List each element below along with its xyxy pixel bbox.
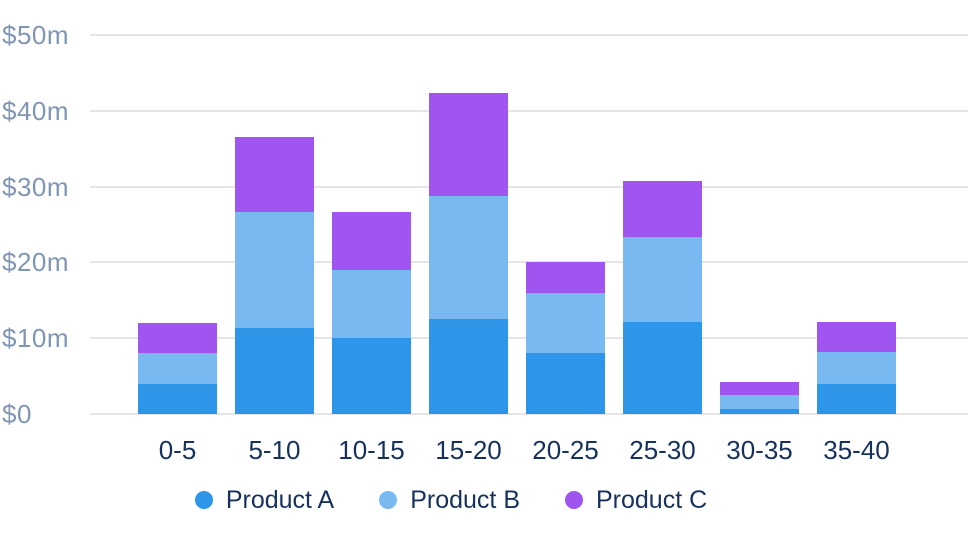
bar-segment-product-c-15-20[interactable]	[429, 93, 508, 196]
x-tick-label-15-20: 15-20	[435, 435, 502, 465]
bar-segment-product-c-5-10[interactable]	[235, 137, 314, 213]
bar-segment-product-b-0-5[interactable]	[138, 353, 217, 384]
bar-segment-product-a-15-20[interactable]	[429, 319, 508, 414]
bar-segment-product-b-30-35[interactable]	[720, 395, 799, 409]
gridline-40	[90, 109, 968, 112]
bar-segment-product-b-20-25[interactable]	[526, 292, 605, 354]
x-tick-label-35-40: 35-40	[823, 435, 890, 465]
gridline-50	[90, 34, 968, 36]
bar-15-20	[429, 93, 508, 414]
bar-25-30	[623, 180, 702, 414]
bar-slot-15-20	[420, 35, 517, 414]
bar-segment-product-a-35-40[interactable]	[817, 383, 896, 414]
bar-0-5	[138, 323, 217, 414]
legend-label: Product A	[225, 486, 335, 514]
x-tick-label-10-15: 10-15	[338, 435, 405, 465]
legend-item-product-a[interactable]: Product A	[194, 485, 335, 515]
chart-legend: Product A Product B Product C	[0, 485, 935, 515]
bar-segment-product-b-5-10[interactable]	[235, 212, 314, 328]
legend-label: Product B	[410, 486, 520, 514]
bar-slot-0-5	[129, 35, 226, 414]
legend-item-product-b[interactable]: Product B	[379, 485, 520, 515]
bar-segment-product-b-15-20[interactable]	[429, 195, 508, 320]
bar-segment-product-a-5-10[interactable]	[235, 327, 314, 414]
bar-segment-product-c-10-15[interactable]	[332, 211, 411, 270]
bar-segment-product-c-25-30[interactable]	[623, 180, 702, 237]
legend-swatch-icon	[565, 491, 583, 509]
y-tick-label: $0	[2, 399, 32, 429]
bar-35-40	[817, 321, 896, 414]
x-tick-label-30-35: 30-35	[726, 435, 793, 465]
gridline-20	[90, 261, 968, 264]
bar-segment-product-a-20-25[interactable]	[526, 353, 605, 414]
gridline-0	[90, 413, 968, 415]
gridline-30	[90, 185, 968, 188]
x-tick-label-0-5: 0-5	[158, 435, 197, 465]
bar-segment-product-c-0-5[interactable]	[138, 323, 217, 354]
bar-5-10	[235, 137, 314, 414]
bars-layer	[129, 35, 905, 414]
bar-segment-product-a-30-35[interactable]	[720, 408, 799, 414]
x-tick-label-25-30: 25-30	[629, 435, 696, 465]
bar-20-25	[526, 262, 605, 414]
bar-30-35	[720, 382, 799, 414]
bar-segment-product-c-35-40[interactable]	[817, 321, 896, 352]
x-tick-label-20-25: 20-25	[532, 435, 599, 465]
y-tick-label: $50m	[2, 20, 70, 50]
bar-slot-35-40	[808, 35, 905, 414]
y-tick-label: $40m	[2, 95, 70, 126]
x-axis-tick-labels: 0-5 5-10 10-15 15-20 20-25 25-30 30-35 35-40	[129, 435, 905, 465]
bar-slot-10-15	[323, 35, 420, 414]
bar-slot-30-35	[711, 35, 808, 414]
bar-slot-25-30	[614, 35, 711, 414]
y-tick-label: $10m	[2, 323, 70, 354]
legend-swatch-icon	[379, 491, 398, 509]
y-tick-label: $30m	[2, 171, 70, 202]
x-tick-label-5-10: 5-10	[248, 435, 301, 465]
bar-segment-product-c-30-35[interactable]	[720, 382, 799, 396]
bar-segment-product-b-25-30[interactable]	[623, 236, 702, 322]
y-tick-label: $20m	[2, 247, 70, 278]
bar-segment-product-a-25-30[interactable]	[623, 321, 702, 414]
legend-swatch-icon	[194, 491, 213, 509]
bar-10-15	[332, 211, 411, 414]
bar-segment-product-b-10-15[interactable]	[332, 269, 411, 339]
bar-slot-5-10	[226, 35, 323, 414]
bar-segment-product-a-0-5[interactable]	[138, 383, 217, 414]
legend-label: Product C	[596, 486, 708, 514]
bar-segment-product-a-10-15[interactable]	[332, 338, 411, 414]
legend-item-product-c[interactable]: Product C	[565, 485, 707, 515]
bar-segment-product-c-20-25[interactable]	[526, 262, 605, 293]
bar-slot-20-25	[517, 35, 614, 414]
bar-segment-product-b-35-40[interactable]	[817, 351, 896, 384]
